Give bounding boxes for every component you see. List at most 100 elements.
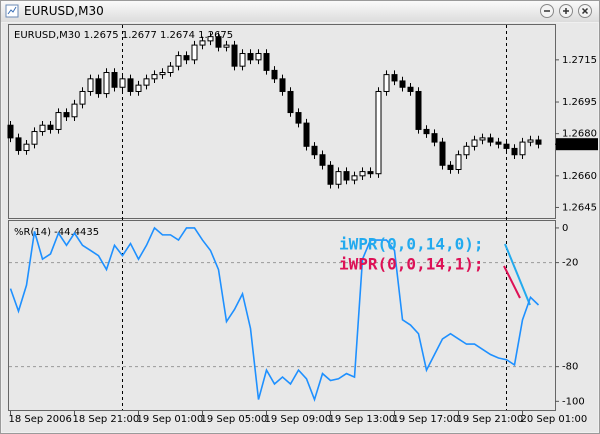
candle-body bbox=[199, 40, 206, 46]
candle-body bbox=[423, 128, 430, 135]
last-price-box bbox=[556, 138, 598, 151]
candle-body bbox=[367, 171, 374, 175]
candle-body bbox=[327, 164, 334, 185]
candle-body bbox=[87, 78, 94, 92]
minimize-button[interactable] bbox=[540, 4, 554, 18]
annotation-arrow bbox=[504, 243, 531, 306]
candle-body bbox=[127, 78, 134, 92]
indicator-panel bbox=[8, 220, 556, 411]
maximize-button[interactable] bbox=[559, 4, 573, 18]
candle-body bbox=[351, 175, 358, 181]
price-panel bbox=[8, 24, 556, 219]
window-icon-glyph bbox=[7, 6, 17, 15]
candle-body bbox=[495, 141, 502, 145]
candle-body bbox=[239, 53, 246, 67]
candle-body bbox=[31, 131, 38, 145]
candle-body bbox=[439, 141, 446, 166]
x-tick-label: 19 Sep 05:00 bbox=[201, 414, 268, 425]
candle-body bbox=[319, 154, 326, 166]
candle-body bbox=[503, 143, 510, 149]
candle-body bbox=[71, 103, 78, 118]
candle-body bbox=[343, 171, 350, 181]
annotation: iWPR(0,0,14,0); bbox=[339, 235, 484, 254]
indicator-label: %R(14) -44.4435 bbox=[14, 227, 99, 238]
candle-body bbox=[47, 124, 54, 130]
x-tick-label: 19 Sep 01:00 bbox=[137, 414, 204, 425]
candle-body bbox=[455, 154, 462, 171]
candle-body bbox=[7, 124, 14, 139]
y-tick-label: 1.2695 bbox=[562, 97, 597, 108]
y-tick-label: -80 bbox=[562, 362, 578, 373]
candle-body bbox=[463, 145, 470, 156]
candle-body bbox=[335, 171, 342, 185]
x-tick-label: 18 Sep 2006 bbox=[9, 414, 72, 425]
x-tick-label: 19 Sep 13:00 bbox=[329, 414, 396, 425]
y-tick-label: 1.2645 bbox=[562, 202, 597, 213]
y-tick-label: -100 bbox=[562, 396, 585, 407]
candle-body bbox=[63, 112, 70, 118]
candle-body bbox=[415, 90, 422, 130]
window-title: EURUSD,M30 bbox=[24, 4, 104, 18]
close-button[interactable] bbox=[578, 4, 592, 18]
candle-body bbox=[215, 36, 222, 48]
x-tick-label: 19 Sep 17:00 bbox=[393, 414, 460, 425]
candle-body bbox=[295, 112, 302, 124]
candle-body bbox=[231, 44, 238, 67]
candle-body bbox=[247, 53, 254, 61]
candle-body bbox=[39, 124, 46, 133]
candle-body bbox=[119, 78, 126, 88]
candle-body bbox=[263, 53, 270, 71]
annotation: iWPR(0,0,14,1); bbox=[339, 255, 484, 274]
y-tick-label: -20 bbox=[562, 258, 578, 269]
candle-body bbox=[103, 72, 110, 95]
candle-body bbox=[535, 139, 542, 145]
candle-body bbox=[255, 53, 262, 61]
annotation-arrow bbox=[503, 265, 521, 299]
x-tick-label: 19 Sep 09:00 bbox=[265, 414, 332, 425]
y-tick-label: 0 bbox=[562, 223, 568, 234]
last-price-label: 1.2675 bbox=[562, 139, 597, 150]
candle-body bbox=[311, 145, 318, 156]
candle-body bbox=[151, 74, 158, 80]
x-tick-label: 19 Sep 21:00 bbox=[457, 414, 524, 425]
candle-body bbox=[223, 44, 230, 48]
candle-body bbox=[511, 147, 518, 156]
candle-body bbox=[175, 55, 182, 67]
candle-body bbox=[111, 72, 118, 88]
candle-body bbox=[55, 112, 62, 130]
candle-body bbox=[487, 137, 494, 143]
candle-body bbox=[207, 36, 214, 42]
x-tick-label: 20 Sep 01:00 bbox=[521, 414, 588, 425]
candle-body bbox=[271, 69, 278, 80]
candle-body bbox=[359, 171, 366, 177]
title-bar bbox=[1, 1, 599, 22]
candle-body bbox=[287, 90, 294, 114]
candle-body bbox=[191, 44, 198, 61]
candle-body bbox=[527, 139, 534, 143]
y-tick-label: 1.2660 bbox=[562, 171, 597, 182]
price-legend: EURUSD,M30 1.2675 1.2677 1.2674 1.2675 bbox=[14, 30, 233, 41]
candle-body bbox=[15, 137, 22, 152]
candle-body bbox=[383, 74, 390, 92]
candle-body bbox=[167, 65, 174, 73]
candle-body bbox=[79, 90, 86, 105]
candle-body bbox=[143, 78, 150, 86]
candle-body bbox=[479, 137, 486, 141]
candle-body bbox=[431, 133, 438, 143]
candle-body bbox=[471, 139, 478, 147]
candle-body bbox=[391, 74, 398, 82]
x-tick-label: 18 Sep 21:00 bbox=[73, 414, 140, 425]
candle-body bbox=[183, 55, 190, 61]
candle-body bbox=[159, 72, 166, 76]
candle-body bbox=[95, 78, 102, 95]
candle-body bbox=[135, 84, 142, 92]
candle-body bbox=[519, 141, 526, 156]
candle-body bbox=[23, 143, 30, 152]
wpr-line bbox=[9, 226, 540, 403]
y-tick-label: 1.2680 bbox=[562, 129, 597, 140]
candle-body bbox=[279, 78, 286, 92]
candle-body bbox=[447, 164, 454, 170]
y-tick-label: 1.2715 bbox=[562, 55, 597, 66]
